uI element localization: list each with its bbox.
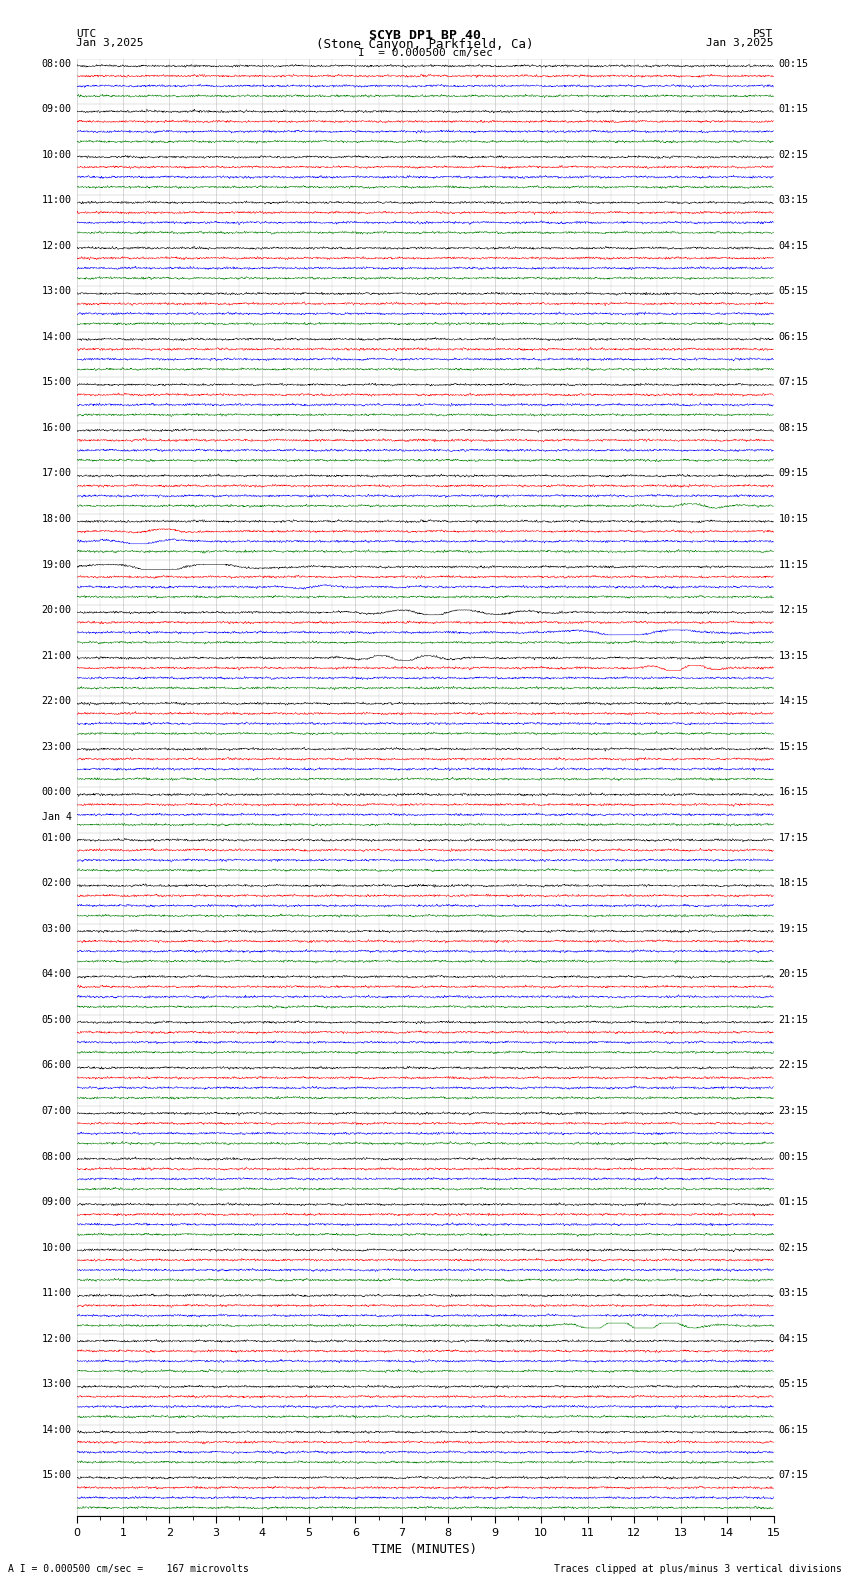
Text: 08:00: 08:00 — [42, 1152, 71, 1161]
Text: 04:00: 04:00 — [42, 969, 71, 979]
Text: 10:00: 10:00 — [42, 1242, 71, 1253]
Text: 17:00: 17:00 — [42, 469, 71, 478]
Text: SCYB DP1 BP 40: SCYB DP1 BP 40 — [369, 29, 481, 43]
Text: 15:15: 15:15 — [779, 741, 808, 752]
Text: 07:00: 07:00 — [42, 1106, 71, 1117]
Text: 03:00: 03:00 — [42, 923, 71, 935]
Text: 12:00: 12:00 — [42, 241, 71, 250]
Text: 13:00: 13:00 — [42, 1380, 71, 1389]
Text: 20:15: 20:15 — [779, 969, 808, 979]
Text: 06:15: 06:15 — [779, 331, 808, 342]
Text: 10:15: 10:15 — [779, 513, 808, 524]
Text: 04:15: 04:15 — [779, 241, 808, 250]
Text: 18:15: 18:15 — [779, 878, 808, 889]
Text: 06:15: 06:15 — [779, 1426, 808, 1435]
Text: 11:00: 11:00 — [42, 195, 71, 206]
Text: Jan 3,2025: Jan 3,2025 — [706, 38, 774, 49]
Text: (Stone Canyon, Parkfield, Ca): (Stone Canyon, Parkfield, Ca) — [316, 38, 534, 51]
Text: 21:00: 21:00 — [42, 651, 71, 661]
Text: 01:00: 01:00 — [42, 833, 71, 843]
Text: 11:15: 11:15 — [779, 559, 808, 570]
Text: 00:00: 00:00 — [42, 787, 71, 797]
Text: 14:15: 14:15 — [779, 697, 808, 706]
Text: 03:15: 03:15 — [779, 1288, 808, 1299]
Text: A I = 0.000500 cm/sec =    167 microvolts: A I = 0.000500 cm/sec = 167 microvolts — [8, 1565, 249, 1574]
Text: 14:00: 14:00 — [42, 331, 71, 342]
Text: 05:00: 05:00 — [42, 1015, 71, 1025]
Text: 08:15: 08:15 — [779, 423, 808, 432]
Text: 09:15: 09:15 — [779, 469, 808, 478]
Text: Jan 4: Jan 4 — [42, 813, 71, 822]
Text: 03:15: 03:15 — [779, 195, 808, 206]
Text: 12:00: 12:00 — [42, 1334, 71, 1343]
Text: 16:15: 16:15 — [779, 787, 808, 797]
Text: 15:00: 15:00 — [42, 377, 71, 388]
Text: 22:15: 22:15 — [779, 1061, 808, 1071]
Text: 11:00: 11:00 — [42, 1288, 71, 1299]
Text: 07:15: 07:15 — [779, 377, 808, 388]
Text: Traces clipped at plus/minus 3 vertical divisions: Traces clipped at plus/minus 3 vertical … — [553, 1565, 842, 1574]
Text: 08:00: 08:00 — [42, 59, 71, 68]
Text: 15:00: 15:00 — [42, 1470, 71, 1481]
Text: 20:00: 20:00 — [42, 605, 71, 615]
Text: PST: PST — [753, 29, 774, 40]
Text: 13:00: 13:00 — [42, 287, 71, 296]
Text: 23:00: 23:00 — [42, 741, 71, 752]
Text: 21:15: 21:15 — [779, 1015, 808, 1025]
Text: 00:15: 00:15 — [779, 59, 808, 68]
Text: 22:00: 22:00 — [42, 697, 71, 706]
X-axis label: TIME (MINUTES): TIME (MINUTES) — [372, 1543, 478, 1555]
Text: 09:00: 09:00 — [42, 1198, 71, 1207]
Text: 05:15: 05:15 — [779, 287, 808, 296]
Text: 23:15: 23:15 — [779, 1106, 808, 1117]
Text: 18:00: 18:00 — [42, 513, 71, 524]
Text: 12:15: 12:15 — [779, 605, 808, 615]
Text: 13:15: 13:15 — [779, 651, 808, 661]
Text: 00:15: 00:15 — [779, 1152, 808, 1161]
Text: I  = 0.000500 cm/sec: I = 0.000500 cm/sec — [358, 48, 492, 57]
Text: 10:00: 10:00 — [42, 149, 71, 160]
Text: 17:15: 17:15 — [779, 833, 808, 843]
Text: 16:00: 16:00 — [42, 423, 71, 432]
Text: UTC: UTC — [76, 29, 97, 40]
Text: 02:15: 02:15 — [779, 1242, 808, 1253]
Text: 14:00: 14:00 — [42, 1426, 71, 1435]
Text: 19:00: 19:00 — [42, 559, 71, 570]
Text: 19:15: 19:15 — [779, 923, 808, 935]
Text: 07:15: 07:15 — [779, 1470, 808, 1481]
Text: Jan 3,2025: Jan 3,2025 — [76, 38, 144, 49]
Text: 05:15: 05:15 — [779, 1380, 808, 1389]
Text: 02:15: 02:15 — [779, 149, 808, 160]
Text: 09:00: 09:00 — [42, 105, 71, 114]
Text: 02:00: 02:00 — [42, 878, 71, 889]
Text: 01:15: 01:15 — [779, 1198, 808, 1207]
Text: 01:15: 01:15 — [779, 105, 808, 114]
Text: 06:00: 06:00 — [42, 1061, 71, 1071]
Text: 04:15: 04:15 — [779, 1334, 808, 1343]
